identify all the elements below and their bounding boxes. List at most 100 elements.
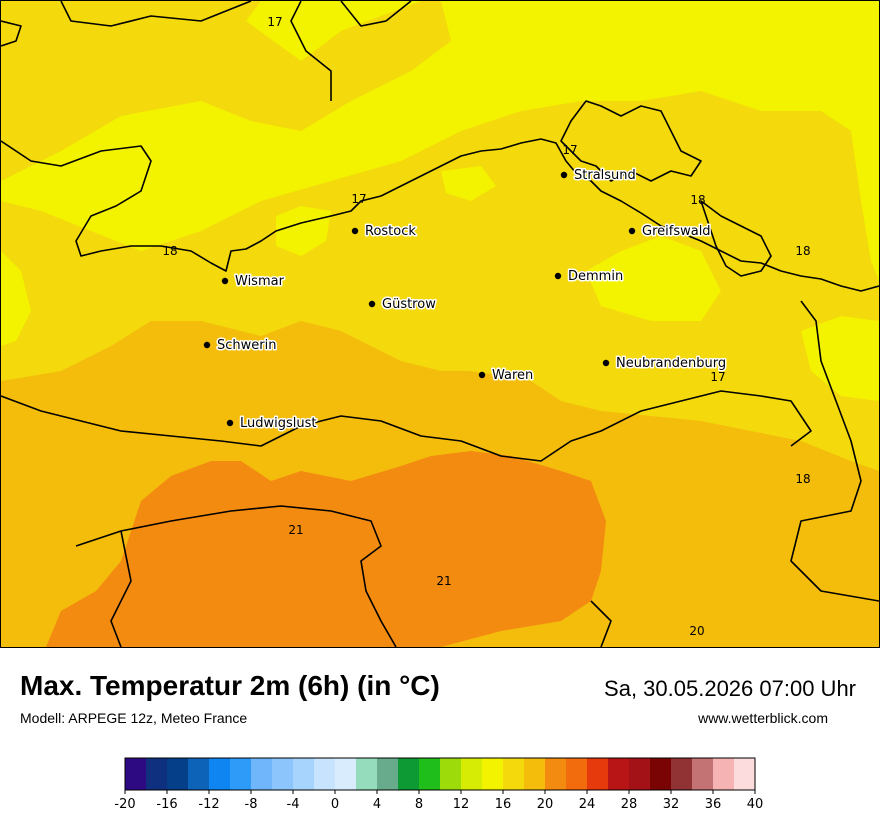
isotherm-label: 20 xyxy=(689,624,704,638)
city-label-ludwigslust: Ludwigslust xyxy=(240,416,317,431)
legend-tick-label: -20 xyxy=(114,797,135,812)
legend-swatch xyxy=(650,758,672,790)
legend-tick-label: 32 xyxy=(663,797,680,812)
legend-tick-label: 40 xyxy=(747,797,764,812)
website-credit[interactable]: www.wetterblick.com xyxy=(698,710,828,726)
island-16-eastedge xyxy=(801,316,879,401)
city-dot-ludwigslust xyxy=(226,419,234,427)
legend-swatch xyxy=(503,758,525,790)
temperature-map[interactable]: Stralsund Rostock Greifswald Wismar Demmin Gü… xyxy=(0,0,880,648)
isotherm-label: 18 xyxy=(795,472,810,486)
isotherm-label: 18 xyxy=(690,193,705,207)
legend-swatch xyxy=(398,758,420,790)
legend-swatch xyxy=(713,758,735,790)
band-22-24 xyxy=(46,451,606,647)
coastline-poland xyxy=(790,300,879,602)
city-dot-neubrandenburg xyxy=(602,359,610,367)
coastline-west xyxy=(1,20,22,47)
legend-tick-label: 0 xyxy=(331,797,339,812)
city-label-neubrandenburg: Neubrandenburg xyxy=(616,356,726,371)
legend-swatch xyxy=(692,758,714,790)
legend-swatch xyxy=(125,758,147,790)
isotherm-label: 17 xyxy=(351,192,366,206)
legend-tick-label: -8 xyxy=(245,797,258,812)
city-dot-rostock xyxy=(351,227,359,235)
legend-swatch xyxy=(419,758,441,790)
city-dot-greifswald xyxy=(628,227,636,235)
legend-tick-label: 12 xyxy=(453,797,470,812)
legend-swatch xyxy=(482,758,504,790)
legend-swatch xyxy=(461,758,483,790)
legend-swatch xyxy=(734,758,756,790)
legend-swatch xyxy=(167,758,189,790)
legend-tick-label: 36 xyxy=(705,797,722,812)
legend-swatch xyxy=(587,758,609,790)
island-16-west xyxy=(1,251,31,346)
coastline-fehmarn xyxy=(60,1,252,27)
legend-swatch xyxy=(356,758,378,790)
coastline-rugen xyxy=(560,100,702,182)
coastline-islands-north xyxy=(290,1,412,101)
legend-tick-label: -4 xyxy=(287,797,300,812)
isotherm-label: 17 xyxy=(267,15,282,29)
city-dot-wismar xyxy=(221,277,229,285)
border-brandenburg-2 xyxy=(110,530,132,647)
city-label-rostock: Rostock xyxy=(365,224,416,239)
legend-tick-label: -16 xyxy=(156,797,177,812)
border-brandenburg-3 xyxy=(590,600,612,647)
legend-swatch xyxy=(608,758,630,790)
forecast-datetime: Sa, 30.05.2026 07:00 Uhr xyxy=(604,676,856,701)
city-label-waren: Waren xyxy=(492,368,533,383)
legend-swatch xyxy=(293,758,315,790)
border-brandenburg xyxy=(75,505,397,647)
legend-tick-label: 20 xyxy=(537,797,554,812)
isotherm-label: 17 xyxy=(710,370,725,384)
coastline-main xyxy=(1,138,879,292)
map-title: Max. Temperatur 2m (6h) (in °C) xyxy=(20,670,440,701)
legend-tick-label: -12 xyxy=(198,797,219,812)
legend-swatch xyxy=(524,758,546,790)
legend-swatch xyxy=(545,758,567,790)
legend-tick-label: 16 xyxy=(495,797,512,812)
city-label-stralsund: Stralsund xyxy=(574,168,636,183)
border-state-south xyxy=(1,390,812,462)
island-16-east xyxy=(586,236,721,321)
legend-swatch xyxy=(314,758,336,790)
legend-swatch xyxy=(230,758,252,790)
legend-swatch xyxy=(629,758,651,790)
city-dot-demmin xyxy=(554,272,562,280)
city-label-wismar: Wismar xyxy=(235,274,285,289)
legend-swatch xyxy=(209,758,231,790)
isotherm-label: 18 xyxy=(795,244,810,258)
city-label-greifswald: Greifswald xyxy=(642,224,711,239)
city-dot-guestrow xyxy=(368,300,376,308)
legend-swatch xyxy=(671,758,693,790)
legend-border xyxy=(124,757,756,791)
legend-swatch xyxy=(272,758,294,790)
legend-tick-label: 4 xyxy=(373,797,381,812)
legend-tick-label: 28 xyxy=(621,797,638,812)
city-label-demmin: Demmin xyxy=(568,269,623,284)
city-label-guestrow: Güstrow xyxy=(382,297,436,312)
island-16-northcoast xyxy=(441,166,496,201)
legend-tick-label: 24 xyxy=(579,797,596,812)
isotherm-label: 17 xyxy=(562,143,577,157)
city-dot-stralsund xyxy=(560,171,568,179)
coastline-usedom xyxy=(700,200,772,277)
isotherm-label: 21 xyxy=(436,574,451,588)
legend-swatch xyxy=(188,758,210,790)
color-scale-legend: -20 -16 -12 -8 -4 0 4 8 12 16 20 24 28 32 36 40 xyxy=(0,752,880,830)
city-dot-schwerin xyxy=(203,341,211,349)
legend-swatch xyxy=(377,758,399,790)
city-label-schwerin: Schwerin xyxy=(217,338,276,353)
model-subtitle: Modell: ARPEGE 12z, Meteo France xyxy=(20,710,248,726)
legend-tick-label: 8 xyxy=(415,797,423,812)
legend-swatch xyxy=(440,758,462,790)
isotherm-label: 18 xyxy=(162,244,177,258)
isotherm-label: 21 xyxy=(288,523,303,537)
legend-swatch xyxy=(146,758,168,790)
city-dot-waren xyxy=(478,371,486,379)
legend-swatch xyxy=(335,758,357,790)
legend-swatch xyxy=(566,758,588,790)
legend-swatch xyxy=(251,758,273,790)
